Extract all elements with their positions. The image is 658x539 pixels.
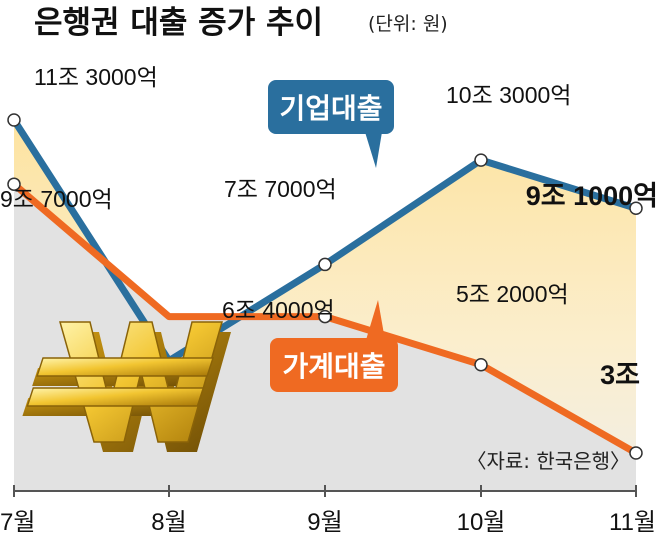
household-label-3: 5조 2000억 <box>456 281 569 307</box>
x-tick-label-0: 7월 <box>0 509 35 536</box>
data-points <box>7 113 643 460</box>
corporate-label-2: 7조 7000억 <box>224 176 337 202</box>
household-point-3 <box>474 357 488 372</box>
won-sign-icon <box>22 321 231 452</box>
household-point-4 <box>629 446 643 460</box>
corporate-label-0: 11조 3000억 <box>34 64 158 90</box>
corporate-point-2 <box>318 257 332 272</box>
corporate-callout-label: 기업대출 <box>279 92 382 125</box>
x-tick-label-2: 9월 <box>307 509 342 536</box>
corporate-callout: 기업대출 <box>268 80 394 168</box>
household-callout: 가계대출 <box>270 300 398 392</box>
corporate-label-3: 10조 3000억 <box>446 82 571 108</box>
household-point-0 <box>7 177 21 191</box>
data-labels: 11조 3000억 7조 7000억 10조 3000억 9조 1000억 9조 700… <box>0 64 658 390</box>
household-label-0: 9조 7000억 <box>0 186 113 212</box>
corporate-point-3 <box>474 153 488 167</box>
household-callout-label: 가계대출 <box>282 350 385 383</box>
x-tick-label-1: 8월 <box>151 509 186 536</box>
corporate-point-0 <box>7 113 21 127</box>
x-tick-label-3: 10월 <box>457 509 506 536</box>
x-tick-label-4: 11월 <box>609 509 656 536</box>
corporate-point-4 <box>629 201 643 216</box>
corporate-label-4: 9조 1000억 <box>526 181 658 211</box>
source-label: 〈자료: 한국은행〉 <box>467 449 631 473</box>
household-label-4: 3조 <box>600 360 640 390</box>
household-label-1: 6조 4000억 <box>222 297 335 323</box>
x-axis-ticks: 7월 8월 9월 10월 11월 <box>0 485 656 536</box>
page-title: 은행권 대출 증가 추이 <box>34 5 323 41</box>
unit-label: (단위: 원) <box>368 13 448 35</box>
household-point-2 <box>318 309 332 324</box>
